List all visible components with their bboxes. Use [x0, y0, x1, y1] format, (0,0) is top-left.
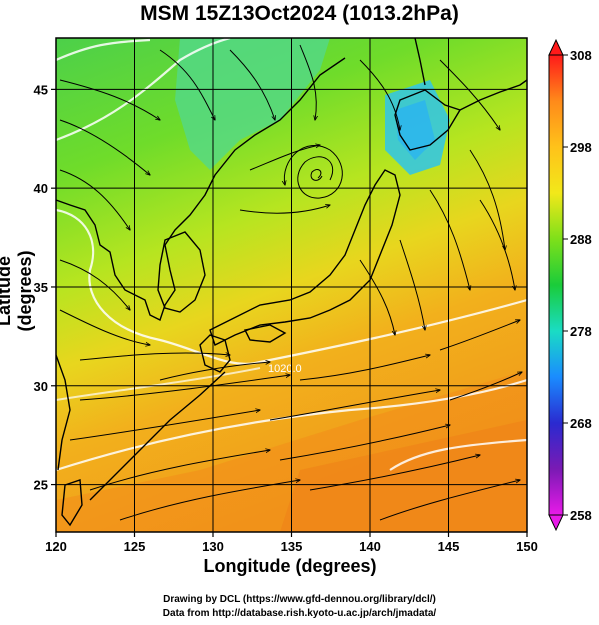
lon-tick-label: 120 [45, 539, 67, 554]
lat-tick-label: 40 [34, 181, 48, 196]
y-axis-label: Latitude (degrees) [0, 250, 35, 332]
lon-tick-label: 150 [516, 539, 538, 554]
colorbar-label: 268 [570, 416, 592, 431]
colorbar-label: 288 [570, 232, 592, 247]
lat-tick-label: 45 [34, 82, 48, 97]
lon-tick-label: 140 [359, 539, 381, 554]
x-axis-label: Longitude (degrees) [203, 556, 377, 576]
lat-lon-grid [56, 38, 527, 532]
latitude-axis: 25 30 35 40 45 [34, 82, 56, 493]
colorbar-label: 258 [570, 508, 592, 523]
lon-tick-label: 135 [281, 539, 303, 554]
credit-data-source: Data from http://database.rish.kyoto-u.a… [162, 608, 437, 619]
colorbar-label: 308 [570, 48, 592, 63]
lon-tick-label: 125 [124, 539, 146, 554]
longitude-axis: 120 125 130 135 140 145 150 [45, 532, 538, 554]
page-title: MSM 15Z13Oct2024 (1013.2hPa) [140, 2, 459, 25]
colorbar: 308 298 288 278 268 258 [548, 38, 592, 532]
colorbar-gradient [548, 54, 564, 516]
colorbar-min-triangle [548, 514, 564, 532]
lon-tick-label: 130 [202, 539, 224, 554]
isobar-label: 1020.0 [268, 363, 302, 375]
colorbar-max-triangle [548, 38, 564, 56]
lon-tick-label: 145 [438, 539, 460, 554]
lat-tick-label: 30 [34, 379, 48, 394]
colorbar-label: 298 [570, 140, 592, 155]
coastlines [56, 38, 527, 527]
lat-tick-label: 35 [34, 280, 48, 295]
credit-drawing: Drawing by DCL (https://www.gfd-dennou.o… [163, 594, 436, 605]
colorbar-label: 278 [570, 324, 592, 339]
lat-tick-label: 25 [34, 478, 48, 493]
